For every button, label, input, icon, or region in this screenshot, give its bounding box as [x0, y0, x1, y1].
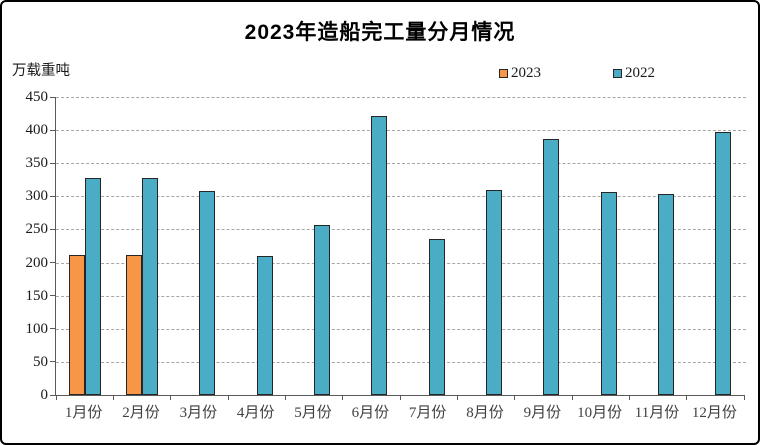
bar-2022: [657, 194, 674, 395]
bar-group: [572, 97, 629, 395]
x-axis-label: 1月份: [64, 405, 103, 421]
y-axis-tick-label: 450: [25, 89, 49, 105]
bar-group: [285, 97, 342, 395]
y-axis-tick: [50, 96, 55, 98]
y-axis-tick: [50, 195, 55, 197]
x-axis-tick: [628, 395, 630, 400]
x-axis-tick: [514, 395, 516, 400]
bar-2022: [428, 239, 445, 395]
bar-2022: [371, 116, 388, 395]
gridline: [56, 262, 746, 264]
legend-label: 2022: [625, 65, 655, 81]
x-axis-label: 3月份: [179, 405, 218, 421]
x-axis-label: 7月份: [408, 405, 447, 421]
bar-2022: [715, 132, 732, 395]
x-axis-label: 12月份: [691, 405, 737, 421]
x-axis-label: 2月份: [122, 405, 160, 421]
legend-item-2023: 2023: [499, 65, 541, 82]
bar-2023: [125, 255, 142, 395]
bar-group: [457, 97, 514, 395]
y-axis-tick: [50, 328, 55, 330]
bar-2022: [313, 225, 330, 395]
bar-group: [687, 97, 744, 395]
bar-group: [629, 97, 686, 395]
legend-swatch-icon: [499, 69, 508, 78]
x-axis-tick: [456, 395, 458, 400]
y-axis-tick: [50, 361, 55, 363]
y-axis-tick-label: 250: [25, 221, 49, 238]
y-axis-tick-label: 300: [25, 188, 49, 205]
legend-label: 2023: [511, 65, 541, 81]
gridline: [56, 229, 746, 231]
y-axis-tick-label: 150: [25, 287, 49, 304]
x-axis-tick: [342, 395, 344, 400]
gridline: [56, 361, 746, 363]
legend-item-2022: 2022: [613, 65, 655, 82]
bar-group: [515, 97, 572, 395]
x-axis-tick: [686, 395, 688, 400]
bar-2022: [84, 178, 101, 395]
bar-group: [343, 97, 400, 395]
y-axis-tick: [50, 394, 55, 396]
gridline: [56, 328, 746, 330]
chart-title: 2023年造船完工量分月情况: [244, 21, 516, 44]
y-axis-tick: [50, 295, 55, 297]
x-axis-label: 5月份: [294, 405, 332, 421]
gridline: [56, 196, 746, 198]
gridline: [56, 163, 746, 165]
x-axis-label: 4月份: [236, 405, 275, 421]
y-axis-unit-label: 万载重吨: [12, 63, 70, 79]
bar-2022: [600, 191, 617, 395]
y-axis-tick-label: 400: [25, 122, 49, 139]
gridline: [56, 97, 746, 98]
y-axis-tick: [50, 162, 55, 164]
bar-2022: [543, 139, 560, 395]
x-axis-tick: [112, 395, 114, 400]
bar-group: [56, 97, 113, 395]
bar-group: [171, 97, 228, 395]
bar-group: [113, 97, 170, 395]
bar-2022: [256, 255, 273, 395]
y-axis-tick-label: 350: [25, 155, 49, 172]
x-axis-label: 8月份: [466, 405, 504, 421]
gridline: [56, 130, 746, 132]
bar-2023: [68, 255, 85, 395]
x-axis-tick: [743, 395, 745, 400]
y-axis-tick-label: 0: [40, 387, 49, 403]
plot-area: [50, 96, 746, 400]
y-axis-tick: [50, 262, 55, 264]
bar-2022: [141, 178, 158, 395]
x-axis-tick: [399, 395, 401, 400]
y-axis-tick-label: 50: [33, 353, 48, 370]
x-axis-tick: [284, 395, 286, 400]
y-axis-tick-label: 200: [25, 254, 49, 271]
x-axis-tick: [227, 395, 229, 400]
x-axis-label: 6月份: [351, 405, 390, 421]
legend: 2023 2022: [499, 65, 655, 82]
x-axis-label: 9月份: [523, 405, 562, 421]
y-axis-tick: [50, 228, 55, 230]
x-axis-tick: [571, 395, 573, 400]
x-axis-tick: [55, 395, 57, 400]
x-axis-label: 11月份: [634, 405, 680, 421]
gridline: [56, 295, 746, 297]
bar-group: [228, 97, 285, 395]
x-axis-tick: [170, 395, 172, 400]
x-axis-label: 10月份: [577, 405, 623, 421]
y-axis-tick-label: 100: [25, 320, 49, 337]
legend-swatch-icon: [613, 69, 622, 78]
y-axis-tick: [50, 129, 55, 131]
bar-2022: [199, 191, 216, 395]
bar-2022: [485, 190, 502, 395]
bar-group: [400, 97, 457, 395]
